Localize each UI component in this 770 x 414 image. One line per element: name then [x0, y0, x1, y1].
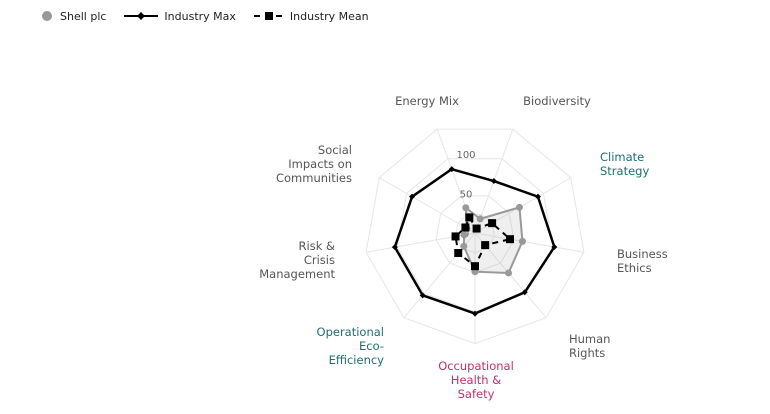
legend-item-shell[interactable]: Shell plc: [40, 9, 106, 23]
industry-max-point: [521, 289, 528, 296]
legend-item-industry-mean[interactable]: Industry Mean: [253, 9, 369, 23]
shell-point: [462, 204, 470, 212]
industry-mean-point: [465, 213, 474, 222]
industry-max-point: [472, 310, 478, 317]
shell-point: [460, 231, 468, 239]
axis-label: Occupational: [438, 359, 514, 373]
legend-item-industry-max[interactable]: Industry Max: [124, 9, 236, 23]
industry-max-point: [534, 193, 541, 200]
industry-mean-point: [461, 223, 470, 232]
industry-mean-point: [472, 224, 481, 233]
axis-label: Impacts on: [288, 157, 352, 171]
axis-label: Eco-: [359, 339, 384, 353]
axis-label: Energy Mix: [395, 94, 459, 108]
industry-mean-point: [481, 241, 490, 250]
axis-label: Biodiversity: [523, 94, 591, 108]
axis-label: Business: [617, 247, 668, 261]
industry-mean-point: [488, 219, 497, 228]
legend: Shell plc Industry Max Industry Mean: [40, 9, 387, 23]
axis-label: Operational: [317, 325, 384, 339]
series-industry-max-line: [393, 167, 556, 315]
industry-max-point: [490, 178, 497, 185]
axis-label: Efficiency: [329, 353, 385, 367]
shell-point: [518, 237, 526, 245]
legend-label: Shell plc: [60, 9, 107, 23]
dashed-line-square-icon: [253, 12, 284, 20]
shell-point: [460, 242, 468, 250]
axis-label: Management: [259, 267, 335, 281]
axis-label: Rights: [569, 346, 605, 360]
axis-label: Crisis: [304, 253, 335, 267]
axis-label: Social: [318, 143, 352, 157]
tick-label: 50: [460, 190, 473, 201]
grid-spoke: [378, 177, 476, 234]
industry-max-point: [448, 166, 455, 173]
axis-label: Ethics: [617, 261, 652, 275]
industry-mean-point: [471, 262, 479, 271]
axis-label: Climate: [600, 150, 644, 164]
axis-label: Risk &: [299, 239, 335, 253]
legend-label: Industry Mean: [289, 9, 369, 23]
industry-mean-point: [451, 232, 460, 241]
grey-dot-icon: [42, 11, 52, 21]
industry-mean-point: [454, 248, 463, 257]
solid-line-diamond-icon: [124, 12, 159, 20]
axis-label: Health &: [451, 373, 501, 387]
industry-max-point: [419, 292, 426, 299]
legend-label: Industry Max: [164, 9, 236, 23]
industry-max-point: [551, 243, 558, 250]
shell-point: [515, 203, 523, 211]
axis-label: Safety: [458, 387, 495, 401]
axis-label: Communities: [276, 171, 352, 185]
axis-label: Strategy: [600, 164, 649, 178]
axis-label: Human: [569, 332, 610, 346]
tick-label: 100: [456, 150, 475, 161]
series-shell-area: [462, 205, 524, 274]
industry-mean-point: [506, 235, 515, 244]
grid-ring: [365, 128, 585, 345]
shell-point: [476, 215, 484, 223]
industry-max-point: [391, 244, 398, 251]
series-industry-mean-line: [454, 215, 513, 268]
industry-max-point: [409, 193, 416, 200]
shell-point: [505, 269, 513, 277]
grid-ring: [455, 213, 495, 254]
grid-ring: [435, 195, 515, 274]
grid-spoke: [474, 232, 585, 253]
